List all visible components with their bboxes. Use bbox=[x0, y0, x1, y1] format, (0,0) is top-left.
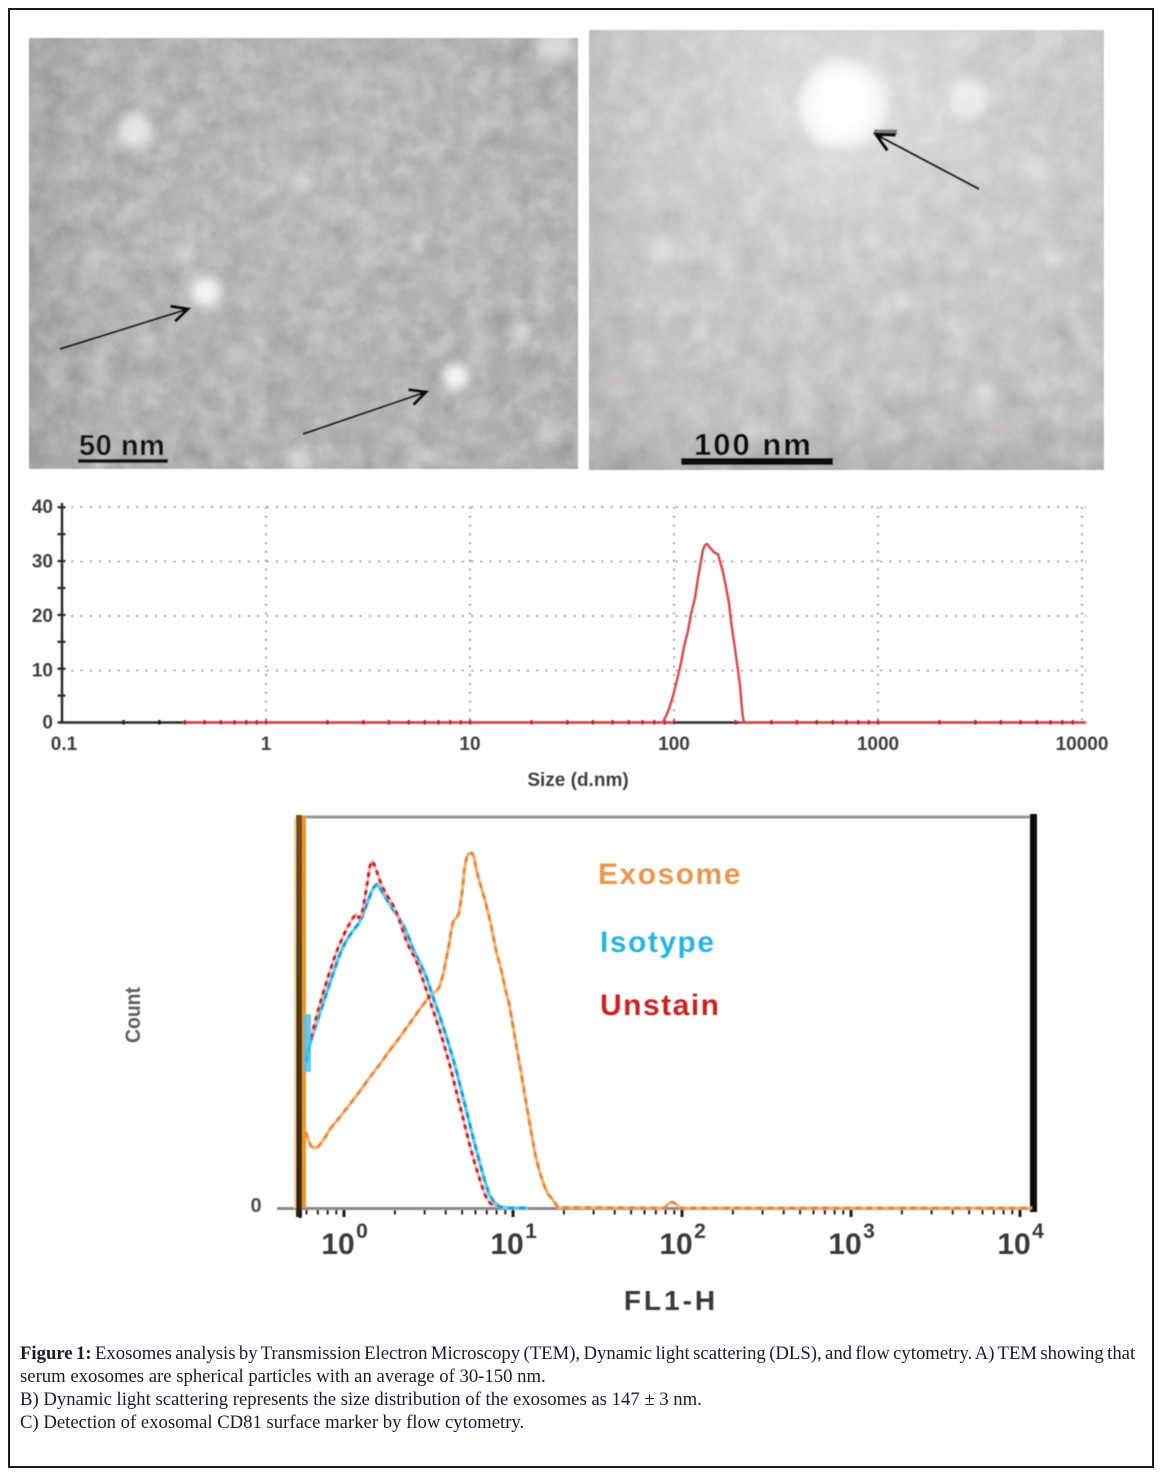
svg-text:10: 10 bbox=[490, 1228, 523, 1261]
svg-text:Isotype: Isotype bbox=[600, 926, 716, 959]
svg-text:2: 2 bbox=[694, 1220, 706, 1243]
svg-text:Unstain: Unstain bbox=[600, 989, 721, 1022]
svg-text:50 nm: 50 nm bbox=[79, 430, 165, 462]
svg-text:10: 10 bbox=[459, 734, 480, 755]
svg-text:0: 0 bbox=[42, 713, 53, 734]
svg-text:10: 10 bbox=[997, 1228, 1030, 1261]
svg-text:3: 3 bbox=[863, 1220, 875, 1243]
svg-text:20: 20 bbox=[32, 606, 53, 627]
svg-text:100 nm: 100 nm bbox=[694, 427, 813, 462]
svg-text:30: 30 bbox=[32, 552, 53, 573]
svg-text:4: 4 bbox=[1032, 1220, 1044, 1243]
svg-text:0: 0 bbox=[356, 1220, 368, 1243]
svg-text:10: 10 bbox=[321, 1228, 354, 1261]
svg-text:10000: 10000 bbox=[1056, 734, 1109, 755]
svg-text:1: 1 bbox=[525, 1220, 537, 1243]
svg-text:0: 0 bbox=[250, 1195, 261, 1217]
svg-text:1: 1 bbox=[261, 734, 272, 755]
svg-text:10: 10 bbox=[828, 1228, 861, 1261]
svg-text:10: 10 bbox=[659, 1228, 692, 1261]
svg-text:Count: Count bbox=[122, 987, 145, 1043]
svg-text:FL1-H: FL1-H bbox=[624, 1285, 718, 1316]
svg-text:10: 10 bbox=[32, 661, 53, 682]
svg-text:100: 100 bbox=[658, 734, 690, 755]
svg-text:0.1: 0.1 bbox=[51, 734, 78, 755]
svg-text:Exosome: Exosome bbox=[598, 858, 742, 891]
svg-text:Size (d.nm): Size (d.nm) bbox=[527, 770, 628, 791]
svg-text:40: 40 bbox=[32, 497, 53, 518]
svg-text:1000: 1000 bbox=[857, 734, 899, 755]
